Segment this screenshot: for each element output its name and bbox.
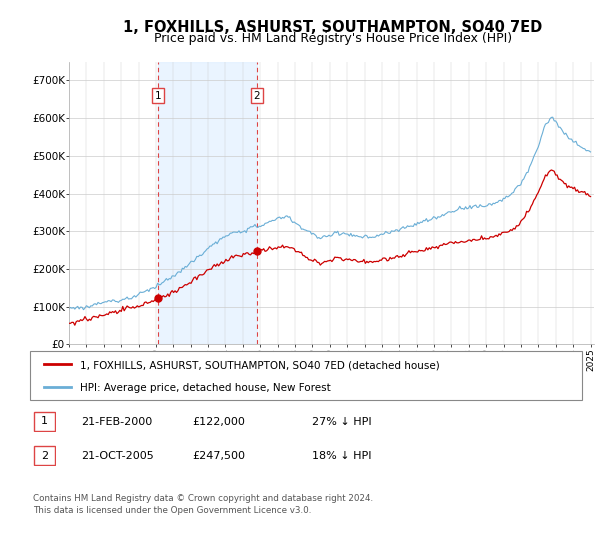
Text: 1, FOXHILLS, ASHURST, SOUTHAMPTON, SO40 7ED: 1, FOXHILLS, ASHURST, SOUTHAMPTON, SO40 …	[124, 20, 542, 35]
Text: 2: 2	[41, 451, 48, 461]
FancyBboxPatch shape	[34, 412, 55, 431]
Text: £247,500: £247,500	[192, 451, 245, 461]
FancyBboxPatch shape	[34, 446, 55, 465]
Text: 27% ↓ HPI: 27% ↓ HPI	[312, 417, 371, 427]
Text: 1: 1	[41, 416, 48, 426]
FancyBboxPatch shape	[30, 351, 582, 400]
Bar	[158, 62, 257, 344]
Text: 18% ↓ HPI: 18% ↓ HPI	[312, 451, 371, 461]
Text: 1: 1	[155, 91, 161, 101]
Text: Price paid vs. HM Land Registry's House Price Index (HPI): Price paid vs. HM Land Registry's House …	[154, 32, 512, 45]
Text: 1, FOXHILLS, ASHURST, SOUTHAMPTON, SO40 7ED (detached house): 1, FOXHILLS, ASHURST, SOUTHAMPTON, SO40 …	[80, 361, 439, 370]
Text: Contains HM Land Registry data © Crown copyright and database right 2024.
This d: Contains HM Land Registry data © Crown c…	[33, 494, 373, 515]
Text: 2: 2	[253, 91, 260, 101]
Text: 21-FEB-2000: 21-FEB-2000	[81, 417, 152, 427]
Text: 21-OCT-2005: 21-OCT-2005	[81, 451, 154, 461]
Text: £122,000: £122,000	[192, 417, 245, 427]
Text: HPI: Average price, detached house, New Forest: HPI: Average price, detached house, New …	[80, 383, 331, 393]
